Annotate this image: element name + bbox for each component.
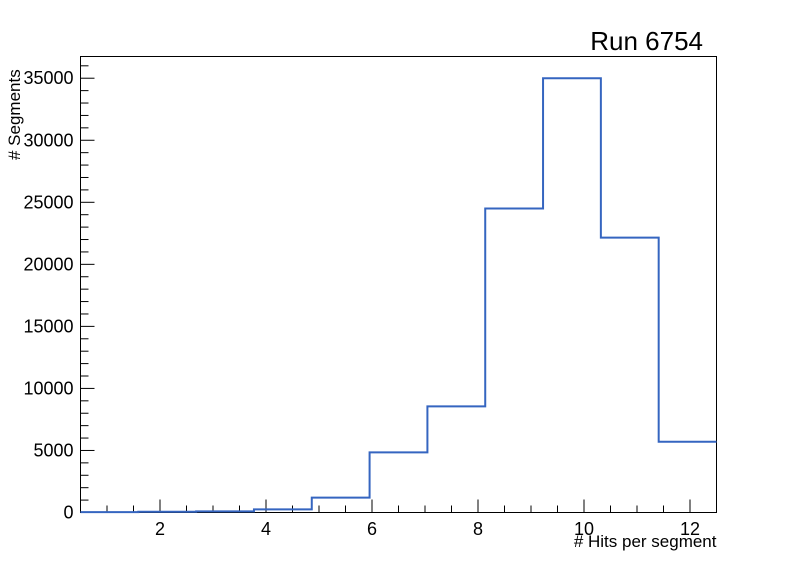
y-tick-label: 30000 xyxy=(23,130,73,150)
x-axis-tick-labels: 2 4 6 8 10 12 xyxy=(155,519,700,539)
x-axis-ticks xyxy=(106,499,691,513)
y-axis-tick-labels: 0 5000 10000 15000 20000 25000 30000 35000 xyxy=(23,68,73,522)
y-tick-label: 35000 xyxy=(23,68,73,88)
y-tick-label: 5000 xyxy=(33,440,73,460)
x-tick-label: 8 xyxy=(473,519,483,539)
y-tick-label: 25000 xyxy=(23,192,73,212)
x-tick-label: 10 xyxy=(574,519,594,539)
plot-frame xyxy=(80,56,717,513)
y-axis-ticks xyxy=(80,65,95,513)
x-axis-title: # Hits per segment xyxy=(574,532,717,551)
x-tick-label: 6 xyxy=(367,519,377,539)
x-tick-label: 2 xyxy=(155,519,165,539)
x-tick-label: 12 xyxy=(680,519,700,539)
y-tick-label: 0 xyxy=(63,503,73,523)
y-axis-title: # Segments xyxy=(5,69,24,160)
y-tick-label: 15000 xyxy=(23,316,73,336)
y-tick-label: 10000 xyxy=(23,378,73,398)
x-tick-label: 4 xyxy=(261,519,271,539)
chart-title: Run 6754 xyxy=(590,26,703,56)
histogram-line xyxy=(80,77,717,514)
y-tick-label: 20000 xyxy=(23,254,73,274)
